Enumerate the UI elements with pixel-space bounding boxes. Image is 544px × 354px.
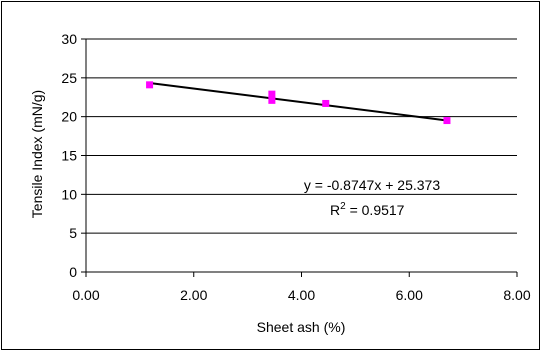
data-point-3 — [268, 96, 276, 104]
x-tick-label-2.00: 2.00 — [180, 287, 207, 303]
data-point-2 — [268, 90, 276, 98]
r-squared-superscript: 2 — [340, 201, 346, 212]
y-tick-label-25: 25 — [61, 70, 77, 86]
x-tick-label-4.00: 4.00 — [288, 287, 315, 303]
x-tick-label-6.00: 6.00 — [396, 287, 423, 303]
gridlines — [86, 38, 517, 234]
y-axis-title: Tensile Index (mN/g) — [29, 90, 45, 218]
x-tick-label-0.00: 0.00 — [72, 287, 99, 303]
y-tick-label-5: 5 — [69, 225, 77, 241]
r-squared-value: = 0.9517 — [346, 202, 405, 218]
trendline-equation: y = -0.8747x + 25.373 — [304, 177, 440, 193]
x-axis-ticks: 0.00 2.00 4.00 6.00 8.00 — [72, 272, 531, 303]
x-axis-title: Sheet ash (%) — [257, 319, 346, 335]
y-tick-label-10: 10 — [61, 186, 77, 202]
y-axis-ticks: 0 5 10 15 20 25 30 — [61, 31, 86, 280]
r-squared-prefix: R — [330, 202, 340, 218]
chart-frame — [1, 1, 540, 350]
x-tick-label-8.00: 8.00 — [503, 287, 530, 303]
y-tick-label-20: 20 — [61, 109, 77, 125]
y-tick-label-30: 30 — [61, 31, 77, 47]
data-point-5 — [443, 117, 451, 125]
trendline-group — [149, 81, 448, 122]
data-point-4 — [322, 99, 330, 107]
y-tick-label-0: 0 — [69, 264, 77, 280]
data-point-1 — [146, 81, 154, 89]
data-points — [146, 81, 451, 125]
r-squared-label: R2 = 0.9517 — [330, 201, 405, 218]
trendline — [149, 81, 448, 122]
y-tick-label-15: 15 — [61, 148, 77, 164]
